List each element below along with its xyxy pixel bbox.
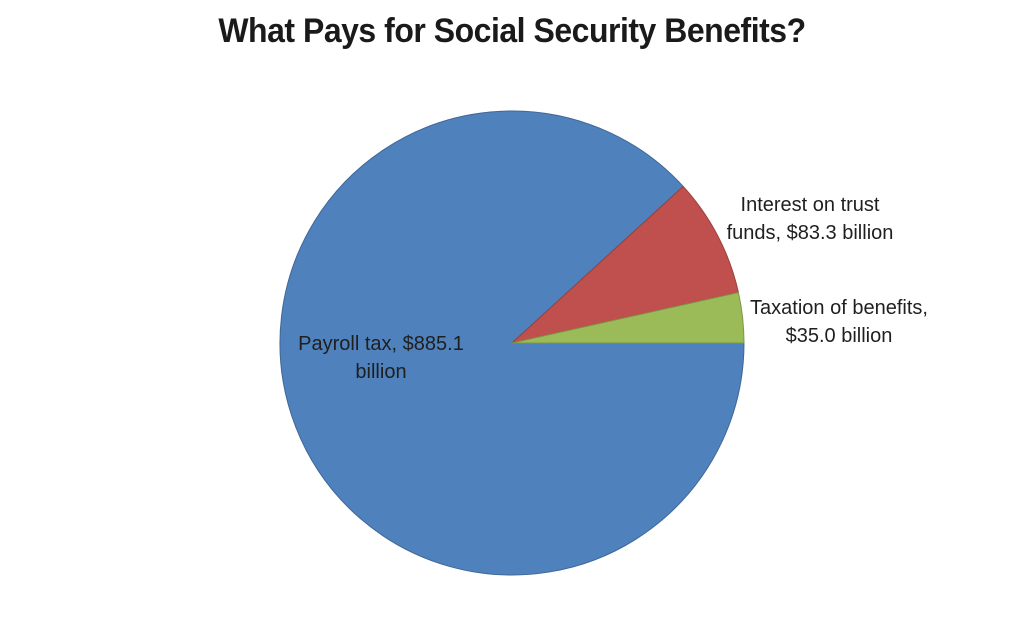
label-payroll-tax-line-2: billion	[355, 361, 407, 383]
pie-slice-interest-on-trust-funds	[511, 185, 739, 344]
label-interest-line-2: funds, $83.3 billion	[726, 222, 894, 244]
label-interest-on-trust-funds: Interest on trust funds, $83.3 billion	[700, 191, 920, 247]
label-taxation-of-benefits: Taxation of benefits, $35.0 billion	[729, 294, 949, 350]
label-taxation-line-2: $35.0 billion	[785, 325, 893, 347]
label-interest-line-1: Interest on trust	[740, 194, 880, 216]
label-taxation-line-1: Taxation of benefits,	[750, 297, 928, 319]
chart-title: What Pays for Social Security Benefits?	[218, 12, 806, 50]
label-payroll-tax: Payroll tax, $885.1 billion	[281, 330, 481, 386]
pie-slice-taxation-of-benefits	[511, 292, 745, 344]
label-payroll-tax-line-1: Payroll tax, $885.1	[298, 333, 464, 355]
